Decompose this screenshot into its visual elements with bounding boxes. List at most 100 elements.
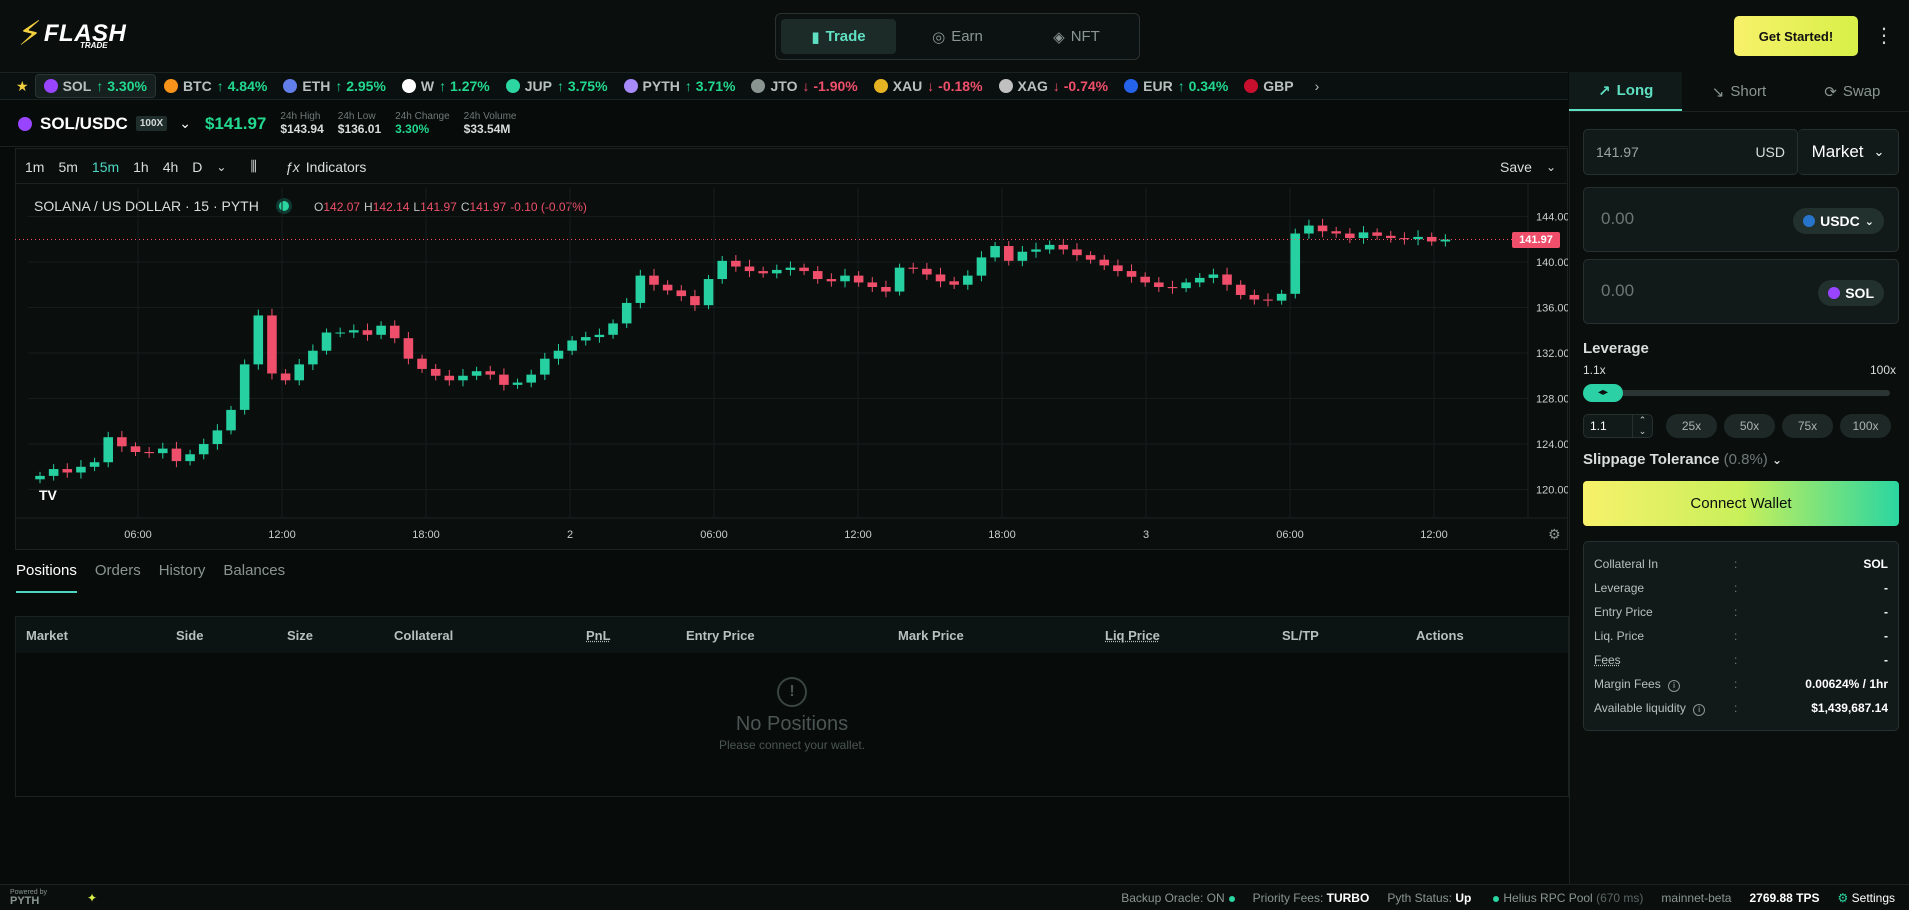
tf-d[interactable]: D [192,158,203,175]
candle-body [676,290,687,297]
ticker-item[interactable]: W ↑ 1.27% [394,74,498,98]
tab-balances[interactable]: Balances [223,562,286,579]
coin-icon: ◎ [932,28,946,46]
save-button[interactable]: Save [1500,158,1532,175]
tf-15m[interactable]: 15m [91,158,120,175]
market-pair[interactable]: SOL/USDC [40,113,128,133]
slippage-toggle[interactable]: Slippage Tolerance (0.8%) ⌄ [1583,451,1783,468]
powered-by-pyth[interactable]: Powered by PYTH [10,888,47,907]
indicators-button[interactable]: Indicators [305,158,367,175]
tab-orders[interactable]: Orders [94,562,141,579]
candles-icon[interactable]: ⫼ [250,158,257,174]
info-row: Entry Price: - [1594,605,1888,619]
info-row: Available liquidity i: $1,439,687.14 [1594,700,1888,716]
candle-body [1208,274,1219,278]
leverage-input[interactable]: 1.1 ⌃ ⌄ [1583,414,1653,438]
candle-body [717,260,727,280]
gear-icon: ⚙ [1837,890,1849,905]
chevron-down-icon[interactable]: ⌄ [179,115,191,131]
receive-amount-input[interactable]: 0.00 [1601,281,1635,300]
sol-coin-icon [1828,287,1841,299]
tf-5m[interactable]: 5m [58,158,78,175]
candle-body [731,260,741,267]
col-collateral: Collateral [394,628,454,643]
tab-long[interactable]: ↗ Long [1569,72,1683,111]
col-pnl[interactable]: PnL [586,628,611,643]
priority-fees[interactable]: Priority Fees: TURBO [1252,890,1370,905]
live-dot-icon [278,201,289,211]
connect-wallet-button[interactable]: Connect Wallet [1583,481,1899,526]
candle-body [185,454,195,462]
info-row: Margin Fees i:0.00624% / 1hr [1594,676,1888,692]
market-price: $141.97 [204,113,267,133]
chart-settings-icon[interactable]: ⚙ [1548,526,1561,542]
nav-tab-earn[interactable]: ◎ Earn [932,28,983,46]
tab-short[interactable]: ↘ Short [1711,83,1767,101]
chevron-down-icon[interactable]: ⌄ [216,159,227,174]
tab-swap[interactable]: ⟳ Swap [1824,83,1881,101]
tab-positions[interactable]: Positions [16,562,77,593]
settings-button[interactable]: ⚙ Settings [1837,890,1895,905]
market-ticker: ★ SOL ↑ 3.30% BTC ↑ 4.84% ETH ↑ 2.95% W ↑ 1.27%… [0,72,1568,100]
coin-icon [1244,79,1259,93]
tf-1h[interactable]: 1h [133,158,149,175]
ticker-item[interactable]: XAU ↓ -0.18% [866,74,991,98]
trend-up-icon: ↗ [1598,82,1611,100]
limit-price-input[interactable]: 141.97 USD [1583,129,1798,175]
receive-token-badge[interactable]: SOL [1818,280,1884,306]
ticker-item[interactable]: SOL ↑ 3.30% [34,74,156,98]
tab-history[interactable]: History [158,562,206,579]
chevron-right-icon[interactable]: › [1314,78,1320,94]
preset-75x[interactable]: 75x [1782,414,1833,438]
ticker-item[interactable]: XAG ↓ -0.74% [991,74,1117,98]
brand-logo[interactable]: ⚡ FLASH TRADE [18,14,126,54]
x-tick-label: 3 [1143,529,1149,541]
candle-body [1017,251,1028,261]
coin-icon [998,79,1013,93]
trend-down-icon: ↘ [1711,83,1725,101]
ticker-item[interactable]: JTO ↓ -1.90% [743,74,865,98]
receive-amount-field[interactable]: 0.00 SOL [1583,259,1899,324]
preset-50x[interactable]: 50x [1724,414,1775,438]
ticker-item[interactable]: EUR ↑ 0.34% [1116,74,1236,98]
tf-4h[interactable]: 4h [162,158,179,175]
leverage-slider-handle[interactable]: ◂▸ [1583,384,1623,402]
nav-tab-nft[interactable]: ◈ NFT [1053,28,1100,46]
get-started-button[interactable]: Get Started! [1734,16,1858,56]
chevron-down-icon: ⌄ [1873,144,1885,159]
fx-icon[interactable]: ƒx [284,158,300,175]
stepper-icon[interactable]: ⌃ ⌄ [1632,415,1652,437]
ticker-item[interactable]: PYTH ↑ 3.71% [616,74,744,98]
star-icon[interactable]: ★ [16,77,29,94]
ticker-item[interactable]: ETH ↑ 2.95% [275,74,394,98]
pay-token-select[interactable]: USDC ⌄ [1793,208,1884,234]
ticker-item[interactable]: BTC ↑ 4.84% [156,74,275,98]
rpc-status[interactable]: Helius RPC Pool (670 ms) [1489,891,1643,905]
chevron-down-icon[interactable]: ⌄ [1545,159,1556,174]
price-chart[interactable]: 144.00 140.00 136.00 132.00 128.00 124.00 120.… [15,184,1568,548]
sparkle-icon[interactable]: ✦ [86,890,98,905]
pay-amount-input[interactable]: 0.00 [1601,209,1635,228]
info-icon[interactable]: i [1668,679,1681,692]
candle-body [553,350,564,359]
swap-icon: ⟳ [1824,83,1837,101]
nav-tab-trade[interactable]: ▮ Trade [781,19,896,54]
ticker-item[interactable]: JUP ↑ 3.75% [498,74,616,98]
more-menu-icon[interactable]: ⋮ [1874,25,1894,47]
info-icon[interactable]: i [1693,703,1706,716]
coin-icon [623,79,638,93]
order-type-select[interactable]: Market ⌄ [1798,129,1899,175]
backup-oracle-status: Backup Oracle: ON [1121,891,1235,905]
x-tick-label: 12:00 [1420,529,1448,541]
leverage-slider[interactable] [1583,390,1890,396]
tf-1m[interactable]: 1m [25,158,45,175]
candle-body [1249,294,1260,300]
pay-amount-field[interactable]: 0.00 USDC ⌄ [1583,187,1899,252]
preset-100x[interactable]: 100x [1840,414,1891,438]
col-liq-price[interactable]: Liq Price [1105,628,1160,643]
y-tick-label: 120.00 [1536,485,1568,497]
tradingview-logo[interactable]: TV [39,487,58,503]
preset-25x[interactable]: 25x [1666,414,1717,438]
ticker-item[interactable]: GBP [1236,74,1306,98]
coin-icon [401,79,416,93]
